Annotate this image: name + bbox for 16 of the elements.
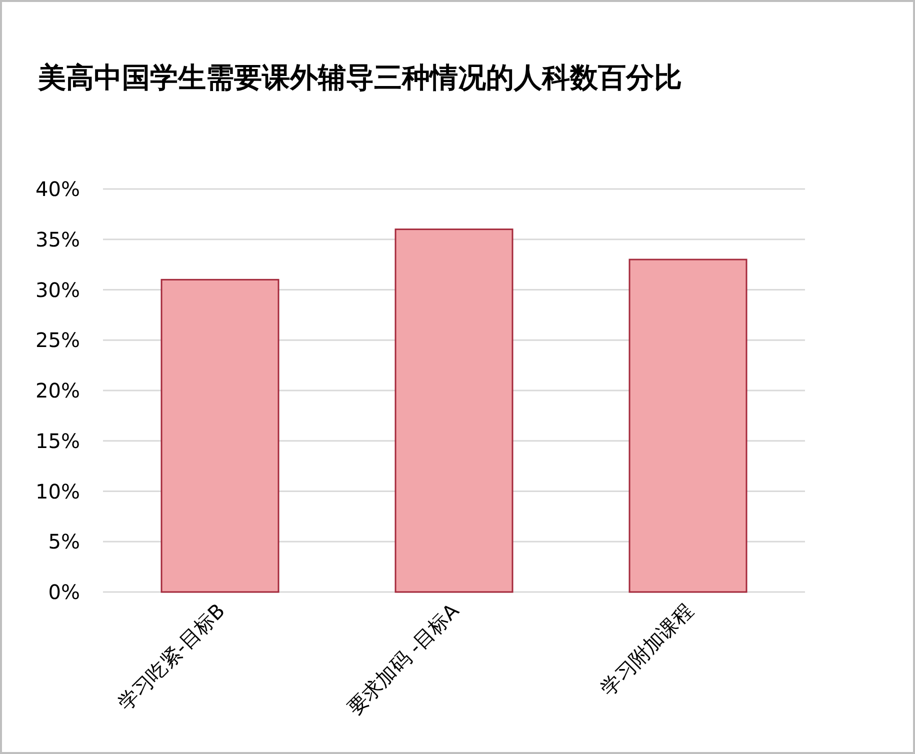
y-tick-label: 15%	[36, 428, 80, 453]
y-tick-label: 10%	[36, 479, 80, 504]
y-tick-label: 35%	[36, 227, 80, 252]
x-tick-label: 学习附加课程	[596, 598, 698, 700]
y-tick-label: 20%	[36, 378, 80, 402]
x-tick-label: 学习吃紧-目标B	[112, 598, 230, 716]
y-tick-label: 5%	[48, 530, 80, 554]
y-tick-label: 0%	[48, 580, 80, 604]
x-tick-label: 要求加码 -目标A	[342, 598, 464, 720]
y-tick-label: 25%	[36, 328, 80, 352]
chart-title: 美高中国学生需要课外辅导三种情况的人科数百分比	[37, 61, 682, 94]
bar	[394, 228, 514, 593]
y-tick-label: 40%	[36, 177, 80, 201]
bar	[160, 278, 280, 593]
bar	[628, 258, 748, 593]
y-tick-label: 30%	[36, 278, 80, 302]
